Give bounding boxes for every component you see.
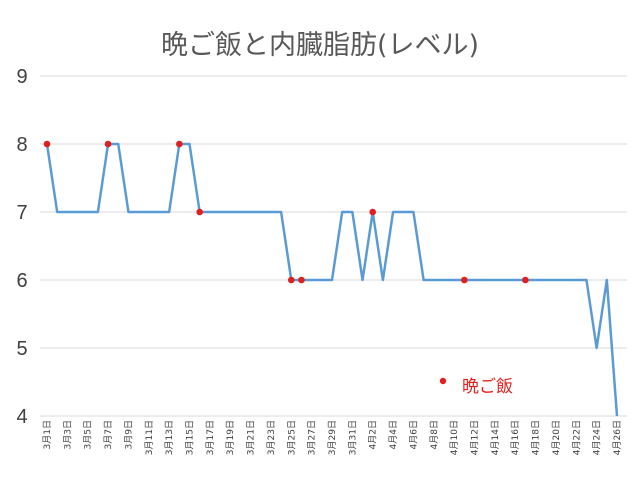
y-tick-label: 6 <box>16 270 27 292</box>
y-axis-ticks: 4 5 6 7 8 9 <box>16 66 27 428</box>
x-tick-label: 3月1日 <box>42 420 53 449</box>
x-tick-label: 3月31日 <box>347 420 358 455</box>
data-point <box>43 140 51 148</box>
x-tick-label: 3月23日 <box>266 420 277 455</box>
x-tick-label: 3月13日 <box>164 420 175 455</box>
data-point <box>196 208 203 216</box>
x-tick-label: 4月26日 <box>612 420 623 455</box>
y-tick-label: 8 <box>16 134 27 156</box>
x-tick-label: 3月29日 <box>327 420 338 455</box>
y-tick-label: 4 <box>16 406 27 428</box>
plot-area <box>43 140 619 417</box>
x-tick-label: 3月25日 <box>286 420 297 455</box>
data-point <box>522 276 529 284</box>
legend-label: 晩ご飯 <box>462 377 513 397</box>
x-tick-label: 3月17日 <box>205 420 216 455</box>
x-tick-label: 4月6日 <box>408 420 419 449</box>
x-tick-label: 4月4日 <box>388 420 399 449</box>
x-tick-label: 3月9日 <box>123 420 134 449</box>
x-tick-label: 4月24日 <box>592 420 603 455</box>
x-tick-label: 4月12日 <box>470 420 481 455</box>
x-axis-ticks: 3月1日 3月3日 3月5日 3月7日 3月9日 3月11日 3月13日 3月15日 3月17日… <box>42 420 623 455</box>
y-tick-label: 7 <box>16 202 27 224</box>
series-line <box>45 142 619 417</box>
chart-title: 晩ご飯と内臓脂肪(レベル) <box>161 30 479 61</box>
x-tick-label: 4月18日 <box>531 420 542 455</box>
data-point <box>104 140 112 148</box>
x-tick-label: 3月5日 <box>83 420 94 449</box>
y-tick-label: 5 <box>16 338 27 360</box>
x-tick-label: 3月11日 <box>144 420 155 455</box>
x-tick-label: 4月8日 <box>429 420 440 449</box>
gridlines <box>40 75 627 417</box>
x-tick-label: 3月7日 <box>103 420 114 449</box>
data-point <box>287 276 295 284</box>
legend: 晩ご飯 <box>439 377 513 397</box>
y-tick-label: 9 <box>16 66 27 88</box>
data-point <box>176 140 183 148</box>
x-tick-label: 4月2日 <box>368 420 379 449</box>
x-tick-label: 4月14日 <box>490 420 501 455</box>
legend-marker <box>439 377 447 385</box>
x-tick-label: 4月16日 <box>510 420 521 455</box>
data-point <box>298 276 305 284</box>
x-tick-label: 3月15日 <box>185 420 196 455</box>
x-tick-label: 3月3日 <box>62 420 73 449</box>
x-tick-label: 3月19日 <box>225 420 236 455</box>
x-tick-label: 3月21日 <box>246 420 257 455</box>
x-tick-label: 3月27日 <box>307 420 318 455</box>
data-point <box>461 276 468 284</box>
x-tick-label: 4月10日 <box>449 420 460 455</box>
x-tick-label: 4月20日 <box>551 420 562 455</box>
data-point <box>369 208 377 216</box>
x-tick-label: 4月22日 <box>571 420 582 455</box>
